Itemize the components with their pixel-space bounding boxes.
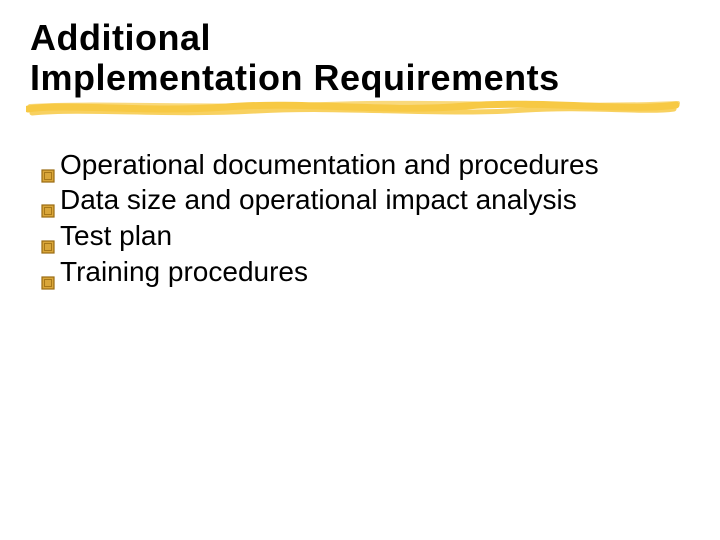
- bullet-list: Operational documentation and procedures…: [30, 147, 690, 290]
- title-line-2: Implementation Requirements: [30, 57, 560, 98]
- brush-underline-icon: [26, 99, 686, 119]
- bullet-icon: [40, 157, 58, 175]
- slide: Additional Implementation Requirements O…: [0, 0, 720, 540]
- list-item: Test plan: [40, 218, 690, 254]
- title-line-1: Additional: [30, 17, 211, 58]
- list-item: Data size and operational impact analysi…: [40, 182, 690, 218]
- bullet-icon: [40, 192, 58, 210]
- bullet-text: Data size and operational impact analysi…: [60, 182, 690, 218]
- list-item: Training procedures: [40, 254, 690, 290]
- bullet-text: Test plan: [60, 218, 690, 254]
- slide-title: Additional Implementation Requirements: [30, 18, 690, 99]
- title-underline: [30, 103, 690, 121]
- bullet-text: Training procedures: [60, 254, 690, 290]
- bullet-text: Operational documentation and procedures: [60, 147, 690, 183]
- list-item: Operational documentation and procedures: [40, 147, 690, 183]
- bullet-icon: [40, 228, 58, 246]
- bullet-icon: [40, 264, 58, 282]
